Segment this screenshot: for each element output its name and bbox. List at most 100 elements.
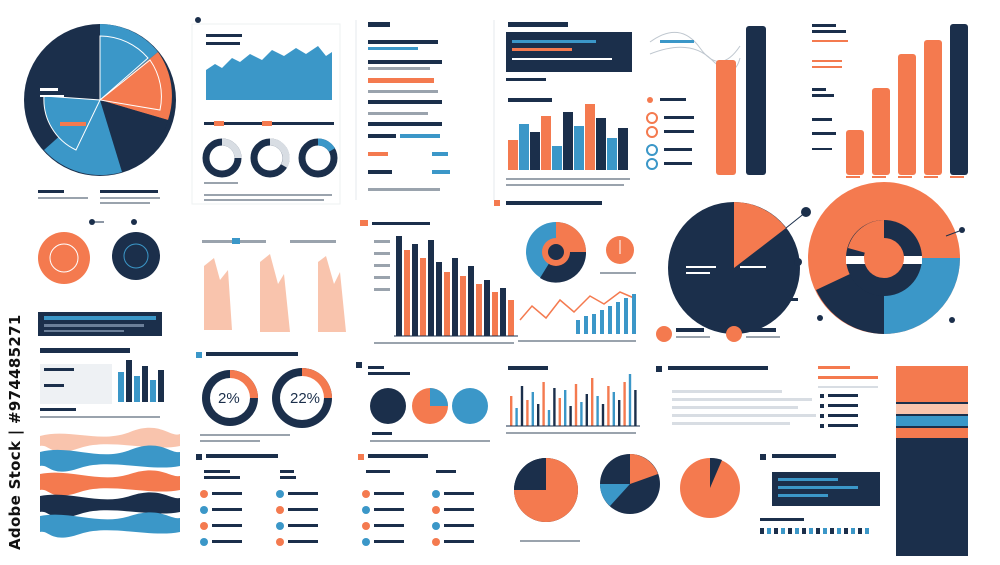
mini-square-mark xyxy=(865,528,869,534)
icon-list-dot xyxy=(432,522,440,530)
icon-list-line xyxy=(212,540,242,543)
panel-thin-columns xyxy=(506,366,640,434)
thin-column-mark xyxy=(580,402,583,426)
mini-square-mark xyxy=(844,528,848,534)
icon-list-dot xyxy=(432,490,440,498)
pie-label-bar xyxy=(60,122,86,126)
icon-list-line xyxy=(212,508,242,511)
icon-list-line xyxy=(374,540,404,543)
panel-three-pies xyxy=(514,454,740,542)
icon-list-line xyxy=(444,508,474,511)
panel-column-chart xyxy=(493,20,632,200)
panel-waveforms xyxy=(202,238,346,332)
panel-three-circles xyxy=(356,362,490,442)
mini-square-mark xyxy=(830,528,834,534)
thin-column-mark xyxy=(537,404,540,426)
panel-waves-left xyxy=(40,348,180,538)
thin-column-mark xyxy=(553,388,556,426)
icon-list-line xyxy=(288,508,318,511)
mini-square-mark xyxy=(760,528,764,534)
icon-list-line xyxy=(288,524,318,527)
mini-square-mark xyxy=(802,528,806,534)
mini-square-mark xyxy=(795,528,799,534)
thin-column-mark xyxy=(526,400,529,426)
icon-list-dot xyxy=(276,506,284,514)
thin-column-mark xyxy=(520,386,524,426)
pie-inner-orange xyxy=(98,59,162,111)
icon-list-line xyxy=(374,508,404,511)
panel-horizontal-bars xyxy=(355,20,450,200)
icon-list-dot xyxy=(362,522,370,530)
mini-square-mark xyxy=(781,528,785,534)
mini-square-mark xyxy=(809,528,813,534)
icon-list-dot xyxy=(362,538,370,546)
icon-list-dot xyxy=(362,490,370,498)
thin-column-mark xyxy=(601,404,605,426)
pie-slice-blue-2 xyxy=(44,100,122,176)
stock-watermark: Adobe Stock | #974485271 xyxy=(6,314,24,550)
thin-column-mark xyxy=(634,390,637,426)
icon-list-dot xyxy=(276,522,284,530)
pie-label-text-1 xyxy=(40,88,58,91)
panel-percent-donuts xyxy=(196,352,332,442)
panel-icon-list-1 xyxy=(196,454,318,546)
donut-a-label: 2% xyxy=(218,390,240,407)
icon-list-line xyxy=(212,492,242,495)
panel-circle-icons xyxy=(38,219,162,336)
pie-label-text-2 xyxy=(40,95,64,97)
thin-column-mark xyxy=(618,400,621,426)
panel-grouped-bars xyxy=(360,220,518,344)
icon-list-dot xyxy=(200,522,208,530)
icon-list-dot xyxy=(276,538,284,546)
pie-slice-navy xyxy=(100,100,168,172)
area-map-shape xyxy=(206,46,332,100)
panel-grey-hbars xyxy=(656,366,816,425)
panel-donut-line xyxy=(494,200,636,342)
icon-list-dot xyxy=(200,506,208,514)
thin-column-mark xyxy=(558,398,561,426)
thin-column-mark xyxy=(628,374,632,426)
thin-column-mark xyxy=(612,392,615,426)
icon-list-dot xyxy=(432,538,440,546)
icon-list-dot xyxy=(362,506,370,514)
icon-list-line xyxy=(212,524,242,527)
thin-column-mark xyxy=(569,406,572,426)
mini-square-mark xyxy=(837,528,841,534)
mini-square-mark xyxy=(858,528,862,534)
icon-list-dot xyxy=(200,538,208,546)
big-pie-top-left xyxy=(24,24,176,176)
mini-square-mark xyxy=(767,528,771,534)
icon-list-line xyxy=(444,524,474,527)
thin-column-mark xyxy=(596,396,599,426)
thin-column-mark xyxy=(510,396,513,426)
panel-legend-right xyxy=(818,366,968,556)
thin-column-mark xyxy=(531,392,534,426)
panel-navy-pie xyxy=(656,202,811,342)
thin-column-mark xyxy=(623,382,626,426)
mini-square-mark xyxy=(823,528,827,534)
thin-column-mark xyxy=(607,386,610,426)
panel-icon-list-2 xyxy=(358,454,474,546)
icon-list-line xyxy=(288,540,318,543)
mini-square-mark xyxy=(774,528,778,534)
icon-list-dot xyxy=(276,490,284,498)
pie-inner-blue xyxy=(99,35,149,102)
pie-caption-lines xyxy=(38,190,160,204)
thin-column-mark xyxy=(515,408,518,426)
panel-tall-bars xyxy=(716,24,968,178)
mini-square-mark xyxy=(788,528,792,534)
icon-list-line xyxy=(374,524,404,527)
thin-column-mark xyxy=(542,382,545,426)
mini-square-mark xyxy=(816,528,820,534)
donut-b-label: 22% xyxy=(290,390,321,407)
icon-list-dot xyxy=(432,506,440,514)
icon-list-line xyxy=(444,540,474,543)
icon-list-dot xyxy=(200,490,208,498)
icon-list-line xyxy=(444,492,474,495)
icon-list-line xyxy=(374,492,404,495)
thin-column-mark xyxy=(564,390,567,426)
icon-list-line xyxy=(288,492,318,495)
thin-column-mark xyxy=(591,378,594,426)
